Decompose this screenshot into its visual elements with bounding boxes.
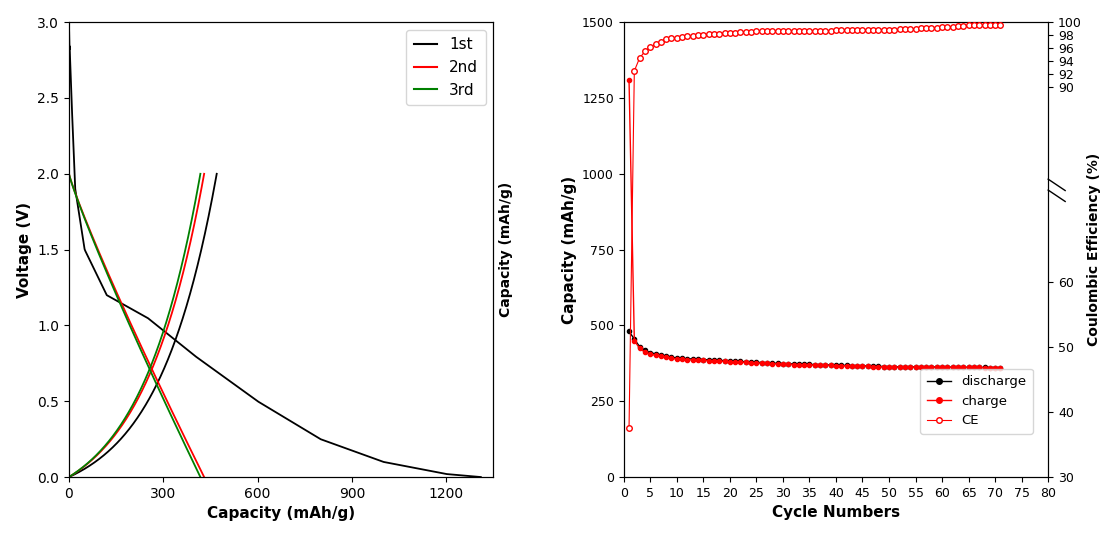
Legend: 1st, 2nd, 3rd: 1st, 2nd, 3rd (406, 30, 485, 105)
Legend: discharge, charge, CE: discharge, charge, CE (920, 369, 1033, 434)
X-axis label: Cycle Numbers: Cycle Numbers (771, 505, 900, 520)
X-axis label: Capacity (mAh/g): Capacity (mAh/g) (207, 506, 356, 521)
Y-axis label: Coulombic Efficiency (%): Coulombic Efficiency (%) (1088, 153, 1101, 346)
Y-axis label: Voltage (V): Voltage (V) (17, 202, 31, 298)
Y-axis label: Capacity (mAh/g): Capacity (mAh/g) (499, 182, 513, 317)
Y-axis label: Capacity (mAh/g): Capacity (mAh/g) (561, 175, 577, 324)
